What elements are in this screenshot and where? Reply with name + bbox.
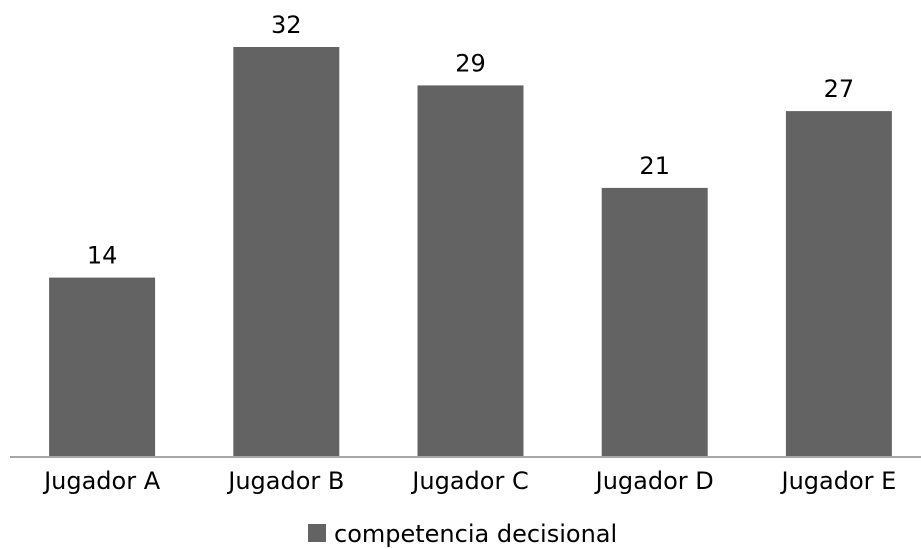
data-label: 29	[455, 49, 486, 77]
bar-jugador-c	[417, 85, 524, 458]
legend-label: competencia decisional	[334, 520, 617, 548]
x-tick-label: Jugador C	[410, 467, 528, 495]
bar-jugador-e	[785, 111, 892, 457]
bar-jugador-d	[601, 187, 708, 457]
x-tick-label: Jugador B	[226, 467, 344, 495]
x-tick-labels-layer: Jugador A Jugador B Jugador C Jugador D Juga…	[42, 467, 896, 495]
bar-jugador-b	[233, 47, 340, 457]
bar-jugador-a	[49, 277, 156, 457]
legend: competencia decisional	[308, 520, 617, 548]
x-tick-label: Jugador A	[42, 467, 161, 495]
bars-layer	[49, 47, 892, 458]
legend-swatch	[308, 524, 326, 542]
data-label: 32	[271, 11, 302, 39]
x-tick-label: Jugador D	[594, 467, 714, 495]
data-label: 27	[824, 75, 855, 103]
x-tick-label: Jugador E	[779, 467, 896, 495]
data-labels-layer: 14 32 29 21 27	[87, 11, 854, 270]
data-label: 14	[87, 242, 118, 270]
data-label: 21	[639, 152, 670, 180]
